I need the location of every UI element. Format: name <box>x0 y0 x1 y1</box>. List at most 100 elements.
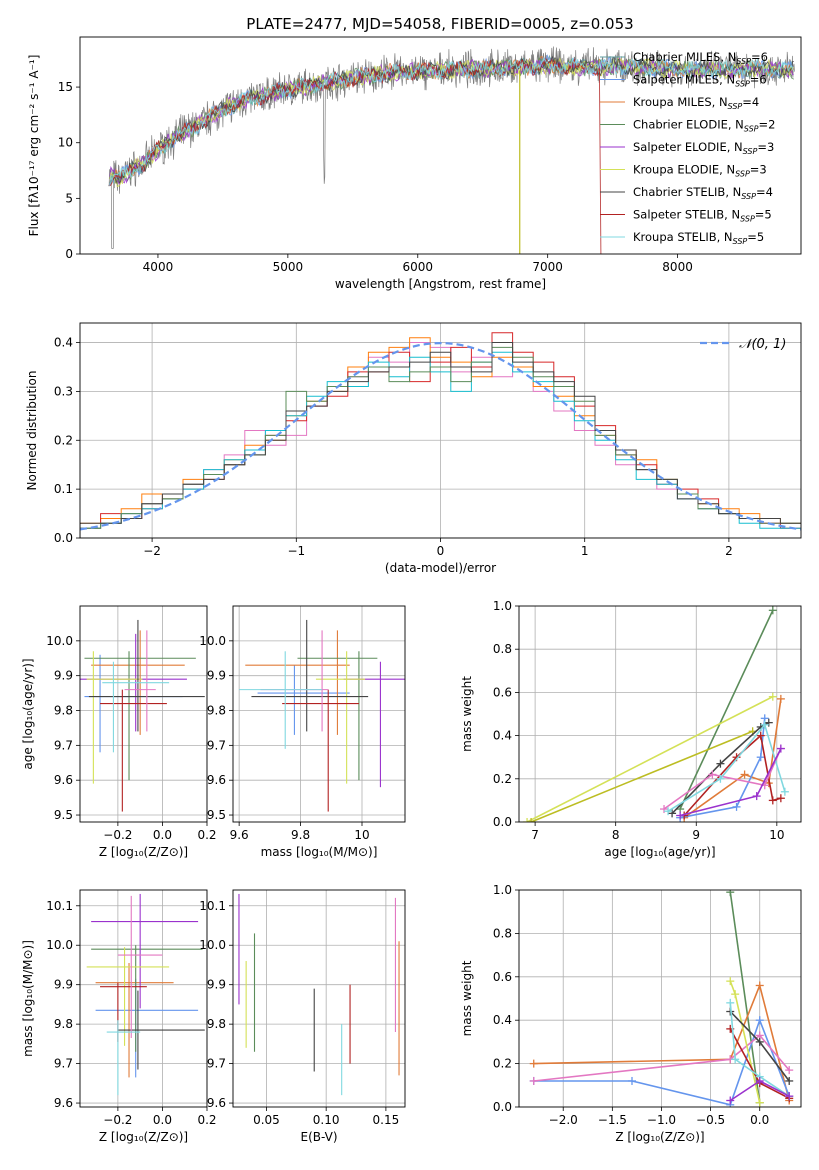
legend-subscript: SSP <box>740 215 755 224</box>
y-tick-label: 0.0 <box>493 1100 512 1114</box>
x-tick-label: −2.0 <box>549 1113 578 1127</box>
x-tick-label: 5000 <box>273 260 304 274</box>
x-tick-label: 0.2 <box>197 1113 216 1127</box>
y-tick-label: 9.9 <box>207 978 226 992</box>
y-tick-label: 0.0 <box>54 531 73 545</box>
legend-text: =6 <box>751 50 768 64</box>
model-spectrum-line <box>109 57 795 185</box>
weight-line <box>526 695 774 822</box>
plot-area <box>80 323 801 538</box>
y-tick-label: 0.0 <box>493 815 512 829</box>
y-axis-label: Flux [fλ10⁻¹⁷ erg cm⁻² s⁻¹ A⁻¹] <box>27 55 41 237</box>
panel-mass-vs-Z: −0.2 0.0 0.2 9.6 9.7 9.8 9.9 10.0 10.1 Z [log₁₀(Z… <box>21 889 217 1144</box>
legend-text: Salpeter STELIB, N <box>633 208 740 222</box>
legend-label: Chabrier ELODIE, NSSP=2 <box>633 118 775 134</box>
figure-title: PLATE=2477, MJD=54058, FIBERID=0005, z=0… <box>246 15 633 33</box>
x-tick-label: 0.10 <box>313 1113 340 1127</box>
y-tick-label: 0.6 <box>493 970 512 984</box>
y-tick-label: 9.8 <box>54 704 73 718</box>
legend-text: =4 <box>756 185 773 199</box>
y-tick-label: 0.2 <box>493 1057 512 1071</box>
weight-line <box>683 698 782 819</box>
legend-subscript: SSP <box>741 192 756 201</box>
x-tick-label: 8000 <box>662 260 693 274</box>
y-axis-label: age [log₁₀(age/yr)] <box>21 658 35 769</box>
x-tick-label: 0.0 <box>750 1113 769 1127</box>
axes-frame <box>79 605 208 823</box>
x-axis-label: E(B-V) <box>300 1130 337 1144</box>
weight-line <box>533 1034 790 1082</box>
x-tick-label: 0.0 <box>153 828 172 842</box>
x-tick-label: 9 <box>692 828 700 842</box>
x-tick-label: 0.2 <box>197 828 216 842</box>
y-tick-label: 0.4 <box>493 729 512 743</box>
y-tick-label: 0.8 <box>493 926 512 940</box>
y-tick-label: 0.3 <box>54 384 73 398</box>
x-tick-label: 7 <box>531 828 539 842</box>
y-tick-label: 9.9 <box>54 669 73 683</box>
y-tick-label: 1.0 <box>493 883 512 897</box>
legend-text: Chabrier ELODIE, N <box>633 118 744 132</box>
weight-line <box>663 748 782 810</box>
y-tick-label: 10.0 <box>199 634 226 648</box>
panel-residual-histogram: −2 −1 0 1 2 0.0 0.1 0.2 0.3 0.4 (data-model)/error… <box>25 322 802 575</box>
histogram-step <box>80 351 801 538</box>
x-tick-label: 6000 <box>402 260 433 274</box>
y-tick-label: 10 <box>58 136 73 150</box>
y-tick-label: 0.2 <box>54 433 73 447</box>
x-tick-label: 0.0 <box>153 1113 172 1127</box>
histogram-step <box>80 342 801 538</box>
normal-curve-line <box>80 341 801 531</box>
legend-subscript: SSP <box>743 147 758 156</box>
legend-label: Salpeter ELODIE, NSSP=3 <box>633 140 774 156</box>
legend-text: =4 <box>742 95 759 109</box>
axes-frame <box>518 605 802 823</box>
y-tick-label: 9.5 <box>207 808 226 822</box>
x-tick-label: 8 <box>612 828 620 842</box>
plot-area <box>519 606 801 822</box>
panel-age-vs-mass: 9.6 9.8 10 9.5 9.6 9.7 9.8 9.9 10.0 mass [log₁₀(M… <box>199 605 406 859</box>
x-tick-label: 0.15 <box>373 1113 400 1127</box>
y-tick-label: 9.7 <box>207 738 226 752</box>
panel-spectrum: 4000 5000 6000 7000 8000 0 5 10 15 wavelength [An… <box>27 36 802 291</box>
y-tick-label: 0.8 <box>493 642 512 656</box>
axes-frame <box>518 889 802 1108</box>
y-axis-label: mass weight <box>460 960 474 1036</box>
legend-text: =3 <box>750 163 767 177</box>
weight-line <box>679 609 774 810</box>
panel-mass-weight-vs-age: 7 8 9 10 0.0 0.2 0.4 0.6 0.8 1.0 age [log₁₀(age/yr… <box>460 599 802 859</box>
x-tick-label: 10 <box>354 828 369 842</box>
y-tick-label: 9.7 <box>207 1057 226 1071</box>
y-tick-label: 15 <box>58 80 73 94</box>
y-tick-label: 10.1 <box>199 899 226 913</box>
weight-line <box>729 1002 790 1097</box>
weight-line <box>530 730 754 822</box>
y-tick-label: 9.6 <box>54 1096 73 1110</box>
y-tick-label: 9.7 <box>54 1057 73 1071</box>
legend-label: Chabrier MILES, NSSP=6 <box>633 50 768 66</box>
x-tick-label: 10 <box>769 828 784 842</box>
model-spectrum-line <box>109 58 602 254</box>
y-axis-label: mass [log₁₀(M/M⊙)] <box>21 940 35 1057</box>
legend-subscript: SSP <box>735 80 750 89</box>
y-tick-label: 9.6 <box>207 1096 226 1110</box>
y-tick-label: 1.0 <box>493 599 512 613</box>
y-tick-label: 5 <box>65 191 73 205</box>
legend-text: =3 <box>757 140 774 154</box>
y-tick-label: 9.6 <box>207 773 226 787</box>
legend-label: Salpeter MILES, NSSP=6 <box>633 73 767 89</box>
x-tick-label: −0.2 <box>103 828 132 842</box>
x-tick-label: −1.0 <box>647 1113 676 1127</box>
axes-frame <box>232 605 406 823</box>
x-tick-label: 0 <box>437 544 445 558</box>
x-tick-label: −1 <box>287 544 305 558</box>
y-tick-label: 10.0 <box>46 938 73 952</box>
y-tick-label: 0.1 <box>54 482 73 496</box>
legend-label: Chabrier STELIB, NSSP=4 <box>633 185 773 201</box>
legend-label: Salpeter STELIB, NSSP=5 <box>633 208 772 224</box>
panel-mass-vs-ebv: 0.05 0.10 0.15 9.6 9.7 9.8 9.9 10.0 10.1 E(B-V) <box>199 889 406 1144</box>
panel-age-vs-Z: −0.2 0.0 0.2 9.5 9.6 9.7 9.8 9.9 10.0 Z [log₁₀(Z/… <box>21 605 217 859</box>
x-axis-label: Z [log₁₀(Z/Z⊙)] <box>99 845 188 859</box>
y-tick-label: 0.4 <box>493 1013 512 1027</box>
